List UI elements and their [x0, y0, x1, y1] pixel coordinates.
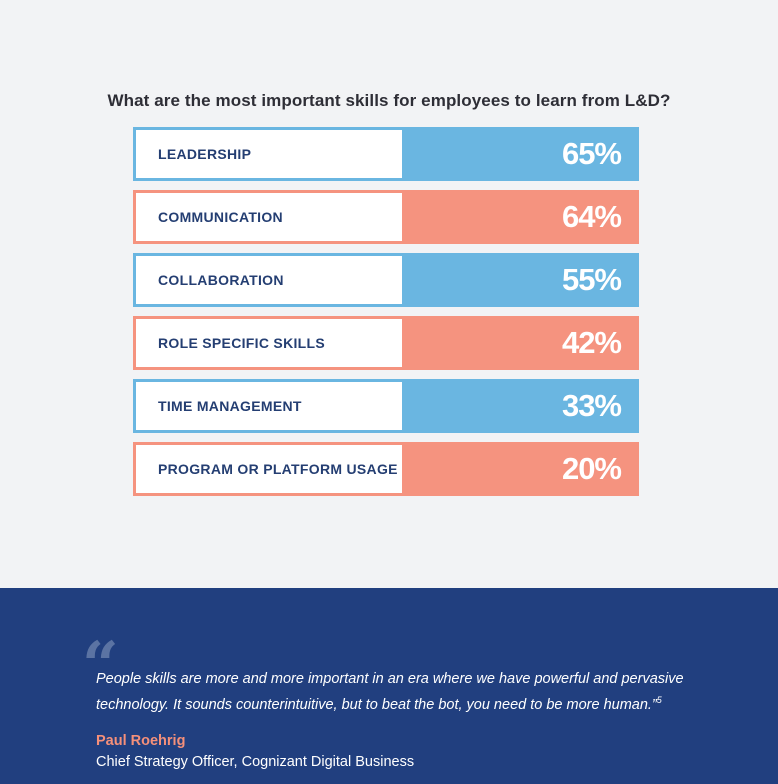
bar-value-label: 64%	[561, 199, 622, 234]
bar-category-label: COMMUNICATION	[158, 209, 283, 225]
bar-row: COMMUNICATION 64%	[133, 190, 639, 244]
bar-label-box: COMMUNICATION	[136, 193, 402, 241]
bar-value-label: 65%	[561, 136, 622, 171]
bar-category-label: COLLABORATION	[158, 272, 284, 288]
bar-category-label: TIME MANAGEMENT	[158, 398, 302, 414]
bar-row: TIME MANAGEMENT 33%	[133, 379, 639, 433]
bar-value-label: 20%	[561, 451, 622, 486]
quote-section: “ People skills are more and more import…	[0, 588, 778, 784]
bar-label-box: ROLE SPECIFIC SKILLS	[136, 319, 402, 367]
bar-label-box: COLLABORATION	[136, 256, 402, 304]
bar-category-label: PROGRAM OR PLATFORM USAGE	[158, 461, 398, 477]
author-name: Paul Roehrig	[96, 733, 186, 749]
bar-label-box: TIME MANAGEMENT	[136, 382, 402, 430]
bar-category-label: LEADERSHIP	[158, 146, 252, 162]
bar-value-label: 33%	[561, 388, 622, 423]
bar-value-label: 55%	[561, 262, 622, 297]
bar-row: LEADERSHIP 65%	[133, 127, 639, 181]
chart-section: What are the most important skills for e…	[107, 91, 671, 496]
author-title: Chief Strategy Officer, Cognizant Digita…	[96, 754, 415, 770]
quote-mark-icon: “	[82, 628, 119, 703]
bar-label-box: LEADERSHIP	[136, 130, 402, 178]
bar-row: COLLABORATION 55%	[133, 253, 639, 307]
footnote-marker: 5	[656, 695, 662, 705]
bar-category-label: ROLE SPECIFIC SKILLS	[158, 335, 326, 351]
bar-label-box: PROGRAM OR PLATFORM USAGE	[136, 445, 402, 493]
bar-row: PROGRAM OR PLATFORM USAGE 20%	[133, 442, 639, 496]
quote-text: People skills are more and more importan…	[96, 669, 696, 716]
bar-value-label: 42%	[561, 325, 622, 360]
quote-body: People skills are more and more importan…	[96, 671, 684, 713]
bar-row: ROLE SPECIFIC SKILLS 42%	[133, 316, 639, 370]
chart-title: What are the most important skills for e…	[107, 91, 671, 110]
